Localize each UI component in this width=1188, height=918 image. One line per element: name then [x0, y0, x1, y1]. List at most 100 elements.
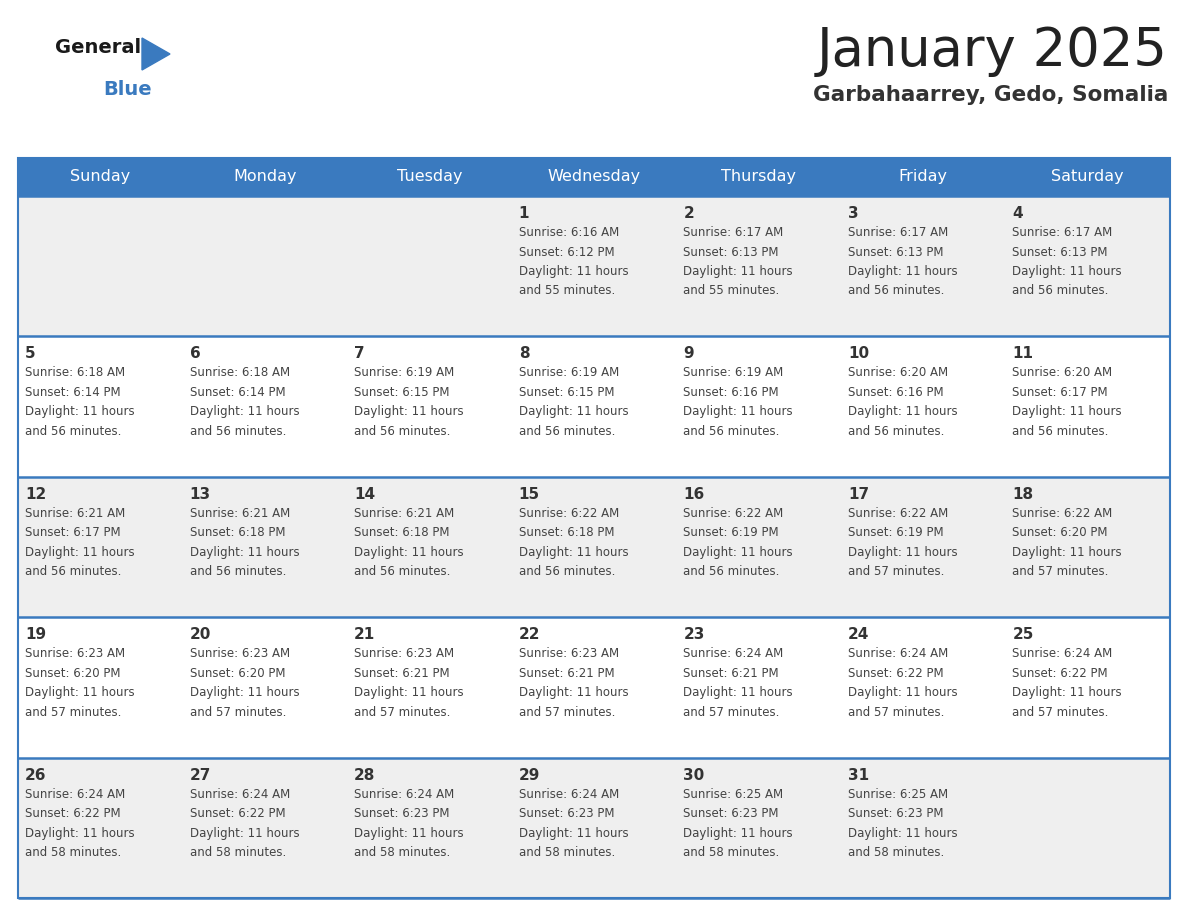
Text: Sunrise: 6:24 AM: Sunrise: 6:24 AM [683, 647, 784, 660]
Text: 13: 13 [190, 487, 210, 502]
Text: 16: 16 [683, 487, 704, 502]
Text: Thursday: Thursday [721, 170, 796, 185]
Text: and 55 minutes.: and 55 minutes. [683, 285, 779, 297]
Text: 25: 25 [1012, 627, 1034, 643]
Text: and 56 minutes.: and 56 minutes. [190, 425, 286, 438]
Text: 29: 29 [519, 767, 541, 783]
Text: 23: 23 [683, 627, 704, 643]
Text: Daylight: 11 hours: Daylight: 11 hours [354, 406, 463, 419]
Text: Daylight: 11 hours: Daylight: 11 hours [683, 406, 792, 419]
Text: 5: 5 [25, 346, 36, 362]
Text: Sunset: 6:16 PM: Sunset: 6:16 PM [683, 386, 779, 399]
Text: Sunrise: 6:17 AM: Sunrise: 6:17 AM [848, 226, 948, 239]
Text: Daylight: 11 hours: Daylight: 11 hours [848, 546, 958, 559]
Text: Daylight: 11 hours: Daylight: 11 hours [1012, 406, 1121, 419]
Text: 7: 7 [354, 346, 365, 362]
Text: Daylight: 11 hours: Daylight: 11 hours [683, 686, 792, 700]
Text: 15: 15 [519, 487, 539, 502]
Text: Sunrise: 6:20 AM: Sunrise: 6:20 AM [1012, 366, 1112, 379]
Text: Daylight: 11 hours: Daylight: 11 hours [848, 826, 958, 840]
Text: Sunset: 6:20 PM: Sunset: 6:20 PM [1012, 526, 1108, 539]
Text: Daylight: 11 hours: Daylight: 11 hours [25, 826, 134, 840]
Text: 12: 12 [25, 487, 46, 502]
Text: Daylight: 11 hours: Daylight: 11 hours [354, 686, 463, 700]
Text: and 57 minutes.: and 57 minutes. [190, 706, 286, 719]
Text: and 57 minutes.: and 57 minutes. [519, 706, 615, 719]
Text: Sunset: 6:17 PM: Sunset: 6:17 PM [1012, 386, 1108, 399]
Text: Sunrise: 6:24 AM: Sunrise: 6:24 AM [354, 788, 454, 800]
Text: Sunrise: 6:22 AM: Sunrise: 6:22 AM [683, 507, 784, 520]
Text: and 56 minutes.: and 56 minutes. [519, 565, 615, 578]
Text: Daylight: 11 hours: Daylight: 11 hours [519, 265, 628, 278]
Text: and 56 minutes.: and 56 minutes. [519, 425, 615, 438]
Text: Sunrise: 6:23 AM: Sunrise: 6:23 AM [519, 647, 619, 660]
Text: Daylight: 11 hours: Daylight: 11 hours [848, 686, 958, 700]
Text: Sunrise: 6:18 AM: Sunrise: 6:18 AM [25, 366, 125, 379]
Text: Sunrise: 6:24 AM: Sunrise: 6:24 AM [848, 647, 948, 660]
Text: Sunset: 6:17 PM: Sunset: 6:17 PM [25, 526, 121, 539]
Text: Sunset: 6:23 PM: Sunset: 6:23 PM [354, 807, 449, 820]
Text: Daylight: 11 hours: Daylight: 11 hours [519, 686, 628, 700]
Text: Daylight: 11 hours: Daylight: 11 hours [190, 826, 299, 840]
Text: Daylight: 11 hours: Daylight: 11 hours [683, 265, 792, 278]
Text: Sunrise: 6:16 AM: Sunrise: 6:16 AM [519, 226, 619, 239]
Text: 10: 10 [848, 346, 868, 362]
Text: Daylight: 11 hours: Daylight: 11 hours [848, 265, 958, 278]
Text: 6: 6 [190, 346, 201, 362]
Text: Sunrise: 6:24 AM: Sunrise: 6:24 AM [190, 788, 290, 800]
Text: Sunset: 6:22 PM: Sunset: 6:22 PM [25, 807, 121, 820]
Text: Sunset: 6:13 PM: Sunset: 6:13 PM [683, 245, 779, 259]
Text: Sunset: 6:21 PM: Sunset: 6:21 PM [519, 666, 614, 679]
Text: and 57 minutes.: and 57 minutes. [683, 706, 779, 719]
Text: 2: 2 [683, 206, 694, 221]
Text: Daylight: 11 hours: Daylight: 11 hours [25, 546, 134, 559]
Text: 11: 11 [1012, 346, 1034, 362]
Text: and 55 minutes.: and 55 minutes. [519, 285, 615, 297]
Text: 22: 22 [519, 627, 541, 643]
Text: and 58 minutes.: and 58 minutes. [519, 846, 615, 859]
Text: Sunset: 6:18 PM: Sunset: 6:18 PM [190, 526, 285, 539]
Text: Sunrise: 6:23 AM: Sunrise: 6:23 AM [354, 647, 454, 660]
Polygon shape [143, 38, 170, 70]
Text: Daylight: 11 hours: Daylight: 11 hours [190, 406, 299, 419]
Text: Sunset: 6:13 PM: Sunset: 6:13 PM [848, 245, 943, 259]
Text: Sunrise: 6:20 AM: Sunrise: 6:20 AM [848, 366, 948, 379]
Text: 31: 31 [848, 767, 868, 783]
Text: Sunset: 6:22 PM: Sunset: 6:22 PM [190, 807, 285, 820]
Text: Daylight: 11 hours: Daylight: 11 hours [683, 826, 792, 840]
Bar [18, 617, 1170, 757]
Text: 28: 28 [354, 767, 375, 783]
Text: 14: 14 [354, 487, 375, 502]
Text: and 56 minutes.: and 56 minutes. [848, 425, 944, 438]
Text: General: General [55, 38, 141, 57]
Text: 8: 8 [519, 346, 530, 362]
Text: Sunset: 6:14 PM: Sunset: 6:14 PM [25, 386, 121, 399]
Text: Sunrise: 6:24 AM: Sunrise: 6:24 AM [25, 788, 125, 800]
Bar [18, 336, 1170, 476]
Text: Daylight: 11 hours: Daylight: 11 hours [519, 546, 628, 559]
Text: 24: 24 [848, 627, 870, 643]
Text: and 57 minutes.: and 57 minutes. [848, 706, 944, 719]
Text: and 56 minutes.: and 56 minutes. [25, 565, 121, 578]
Text: Daylight: 11 hours: Daylight: 11 hours [519, 406, 628, 419]
Text: and 56 minutes.: and 56 minutes. [25, 425, 121, 438]
Text: Daylight: 11 hours: Daylight: 11 hours [354, 546, 463, 559]
Text: 1: 1 [519, 206, 529, 221]
Text: Wednesday: Wednesday [548, 170, 640, 185]
Text: Sunset: 6:18 PM: Sunset: 6:18 PM [354, 526, 449, 539]
Bar [18, 757, 1170, 898]
Text: Sunset: 6:19 PM: Sunset: 6:19 PM [848, 526, 943, 539]
Text: and 56 minutes.: and 56 minutes. [354, 565, 450, 578]
Text: Sunrise: 6:23 AM: Sunrise: 6:23 AM [25, 647, 125, 660]
Text: Daylight: 11 hours: Daylight: 11 hours [1012, 546, 1121, 559]
Text: Sunrise: 6:22 AM: Sunrise: 6:22 AM [848, 507, 948, 520]
Text: and 56 minutes.: and 56 minutes. [1012, 285, 1108, 297]
Text: Sunset: 6:15 PM: Sunset: 6:15 PM [519, 386, 614, 399]
Text: and 56 minutes.: and 56 minutes. [354, 425, 450, 438]
Text: Sunrise: 6:17 AM: Sunrise: 6:17 AM [1012, 226, 1113, 239]
Text: Tuesday: Tuesday [397, 170, 462, 185]
Text: Sunrise: 6:23 AM: Sunrise: 6:23 AM [190, 647, 290, 660]
Text: and 56 minutes.: and 56 minutes. [848, 285, 944, 297]
Bar [18, 158, 1170, 898]
Text: 17: 17 [848, 487, 868, 502]
